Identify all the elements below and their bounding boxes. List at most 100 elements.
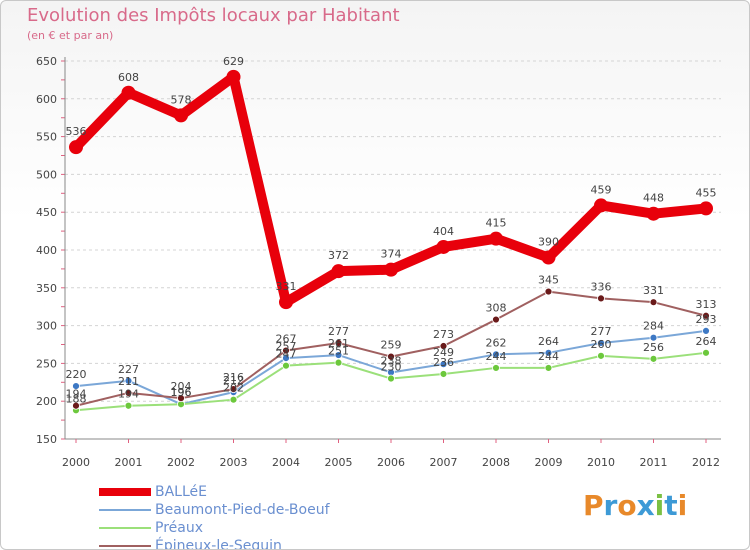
data-label: 194	[118, 388, 139, 401]
data-point	[702, 311, 710, 320]
axes: 150 200 250 300 350 400 450 500 550 600 650 2000 200…	[36, 55, 721, 469]
legend-label: Épineux-le-Seguin	[155, 538, 282, 550]
data-point	[331, 264, 346, 279]
data-label: 455	[696, 186, 717, 199]
y-tick-label: 300	[36, 320, 57, 333]
data-label: 249	[433, 346, 454, 359]
data-point	[597, 294, 605, 303]
legend-swatch	[99, 527, 151, 529]
legend-label: Beaumont-Pied-de-Boeuf	[155, 502, 330, 518]
data-label: 264	[538, 335, 559, 348]
data-label: 459	[591, 183, 612, 196]
data-label: 238	[381, 354, 402, 367]
y-tick-label: 650	[36, 55, 57, 68]
data-label: 244	[538, 350, 559, 363]
data-label: 259	[381, 339, 402, 352]
data-label: 188	[66, 392, 87, 405]
data-point	[649, 333, 658, 342]
data-label: 415	[486, 217, 507, 230]
data-point	[282, 361, 290, 370]
data-label: 277	[328, 325, 349, 338]
brand-letter: t	[664, 489, 678, 522]
data-point	[334, 351, 343, 359]
x-tick-label: 2011	[640, 456, 668, 469]
data-point	[649, 354, 658, 363]
y-tick-label: 250	[36, 357, 57, 370]
data-label: 262	[486, 336, 507, 349]
data-point	[229, 385, 238, 394]
x-tick-label: 2001	[115, 456, 143, 469]
data-label: 194	[66, 388, 87, 401]
data-point	[439, 342, 448, 350]
data-label: 404	[433, 225, 454, 238]
legend-item: Épineux-le-Seguin	[99, 537, 330, 550]
y-tick-label: 500	[36, 168, 57, 181]
data-label: 216	[223, 371, 244, 384]
legend-swatch	[99, 488, 151, 496]
data-label: 308	[486, 302, 507, 315]
y-tick-label: 600	[36, 93, 57, 106]
data-point	[121, 85, 136, 100]
data-label: 257	[276, 340, 297, 353]
data-label: 448	[643, 192, 664, 205]
y-tick-label: 350	[36, 282, 57, 295]
data-point	[439, 370, 448, 378]
x-tick-label: 2005	[325, 456, 353, 469]
legend-label: Préaux	[155, 520, 203, 536]
data-label: 267	[276, 333, 297, 346]
legend-item: Préaux	[99, 519, 330, 537]
data-point	[597, 351, 605, 360]
data-label: 345	[538, 274, 559, 287]
data-label: 273	[433, 328, 454, 341]
data-label: 251	[328, 345, 349, 358]
x-tick-label: 2002	[167, 456, 195, 469]
data-point	[439, 360, 448, 369]
series-layer	[69, 69, 713, 415]
data-label: 204	[171, 380, 192, 393]
proxiti-logo: Proxiti	[583, 489, 687, 522]
x-tick-label: 2009	[535, 456, 563, 469]
data-label: 336	[591, 280, 612, 293]
data-label: 331	[643, 284, 664, 297]
x-tick-label: 2006	[377, 456, 405, 469]
y-tick-label: 550	[36, 131, 57, 144]
data-label: 536	[66, 125, 87, 138]
legend: BALLéE Beaumont-Pied-de-Boeuf Préaux Épineu…	[99, 483, 330, 550]
legend-swatch	[99, 545, 151, 547]
data-label: 220	[66, 368, 87, 381]
data-label: 211	[118, 375, 139, 388]
data-label: 260	[591, 338, 612, 351]
data-point	[594, 198, 608, 213]
data-label: 390	[538, 236, 559, 249]
data-label: 236	[433, 356, 454, 369]
data-point	[649, 298, 658, 307]
data-point	[544, 348, 553, 357]
x-tick-label: 2004	[272, 456, 300, 469]
data-point	[72, 401, 80, 410]
data-point	[489, 231, 503, 246]
x-tick-label: 2010	[587, 456, 615, 469]
data-label: 196	[171, 386, 192, 399]
data-point	[69, 140, 83, 155]
data-label: 202	[223, 382, 244, 395]
data-label: 313	[696, 298, 717, 311]
brand-letter: i	[677, 489, 688, 522]
brand-letter: i	[654, 489, 665, 522]
brand-letter: P	[583, 489, 604, 522]
data-point	[334, 339, 343, 347]
data-point	[334, 358, 343, 367]
x-tick-label: 2003	[220, 456, 248, 469]
data-point	[177, 394, 185, 403]
data-point	[124, 376, 133, 385]
data-label: 244	[486, 350, 507, 363]
data-point	[702, 348, 710, 357]
y-tick-label: 450	[36, 206, 57, 219]
data-point	[541, 250, 556, 265]
data-point	[384, 262, 398, 277]
chart-subtitle: (en € et par an)	[27, 29, 114, 42]
data-label: 256	[643, 341, 664, 354]
data-point	[124, 388, 133, 397]
x-tick-label: 2012	[692, 456, 720, 469]
